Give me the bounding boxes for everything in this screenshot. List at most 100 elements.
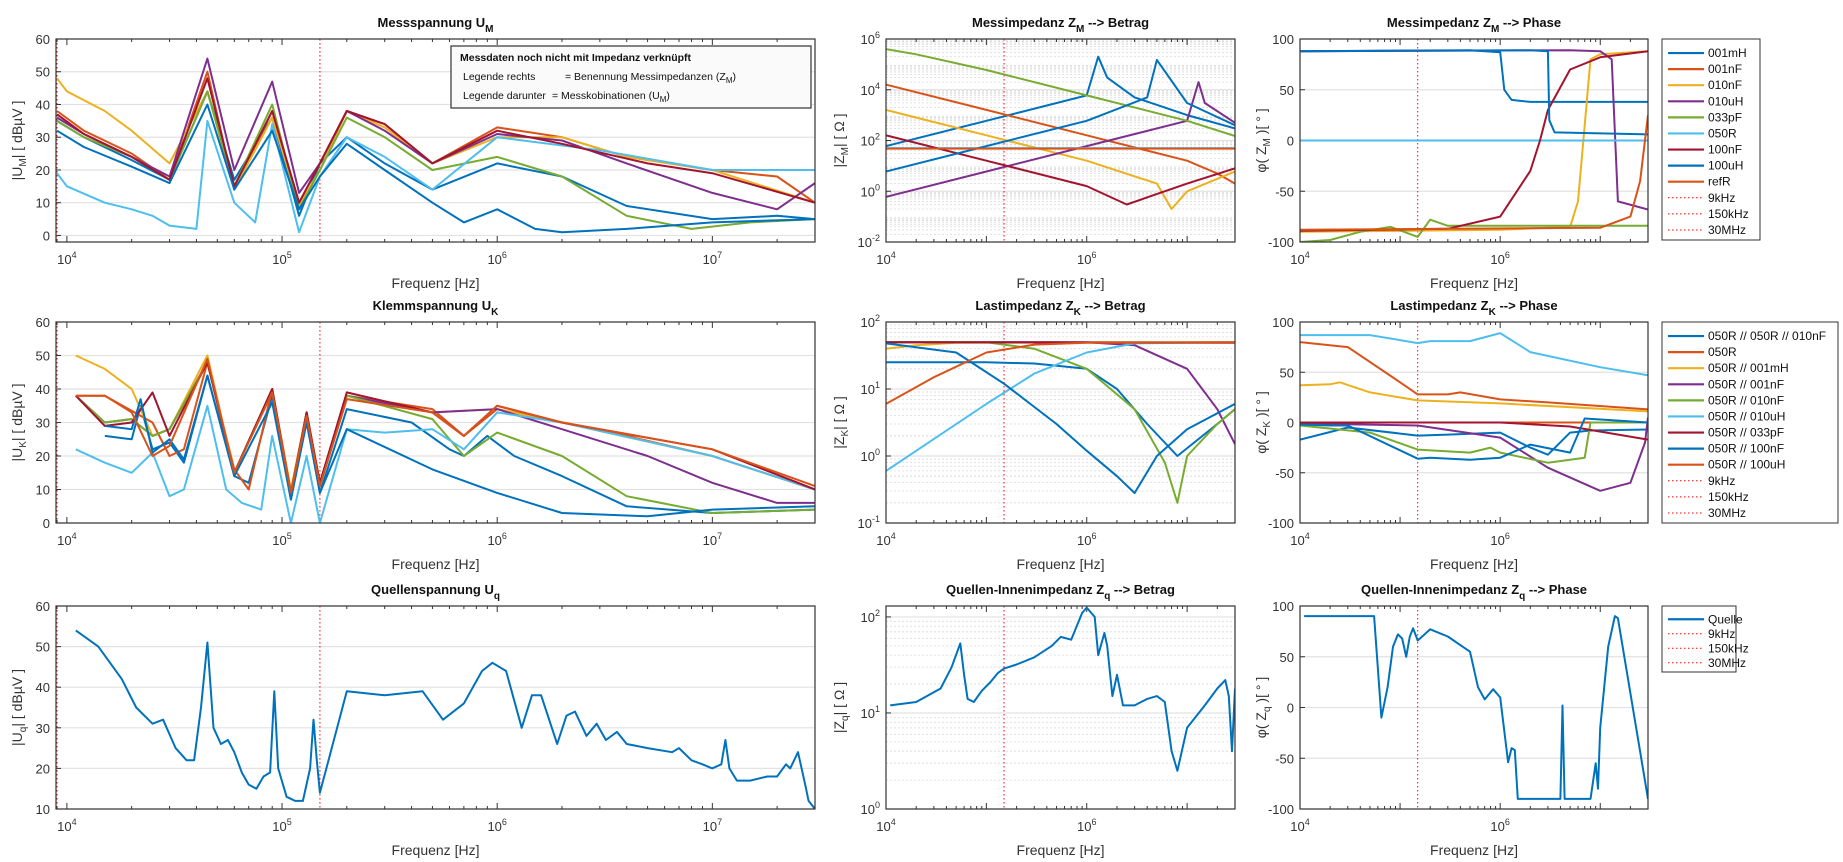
legend-entry: 100uH <box>1708 159 1743 173</box>
x-tick-label-base: 10 <box>876 819 890 834</box>
x-axis-label: Frequenz [Hz] <box>1017 842 1105 858</box>
x-tick-label: 105 <box>272 531 291 548</box>
x-tick-label-exp: 6 <box>1091 817 1096 827</box>
annotation-title: Messdaten noch nicht mit Impedanz verknü… <box>460 52 692 64</box>
y-tick-label-exp: 2 <box>875 132 880 142</box>
legend-entry: 30MHz <box>1708 223 1746 237</box>
x-tick-label-base: 10 <box>1077 819 1091 834</box>
y-tick-label: -50 <box>1275 184 1294 199</box>
y-tick-label: 104 <box>861 81 880 98</box>
x-tick-label-exp: 4 <box>891 250 896 260</box>
series-line-050R-100uH <box>1300 341 1648 411</box>
y-tick-label-base: 10 <box>861 315 875 330</box>
ylabel-base: |Z <box>831 721 847 734</box>
legend-2: 050R // 050R // 010nF 050R 050R // 001mH 05… <box>1661 321 1839 524</box>
ylabel-base: |Z <box>831 155 847 168</box>
axes-box <box>885 605 1236 810</box>
ylabel-sub: M <box>840 147 851 155</box>
x-tick-label-base: 10 <box>487 533 501 548</box>
title-suffix: --> Phase <box>1525 582 1587 597</box>
y-tick-label: 20 <box>36 163 50 178</box>
x-tick-label-exp: 5 <box>287 817 292 827</box>
y-tick-label-exp: 1 <box>875 704 880 714</box>
series-line-050R-050R-010nF <box>1300 426 1648 456</box>
x-tick-label: 104 <box>1290 817 1309 834</box>
ylabel-sub: M <box>1262 138 1273 146</box>
title-subscript: M <box>485 24 493 35</box>
x-tick-label: 105 <box>272 250 291 267</box>
x-tick-label: 104 <box>876 817 895 834</box>
x-tick-label: 106 <box>1490 817 1509 834</box>
y-axis-label: |Uq| [ dBµV ] <box>9 669 29 746</box>
series-group <box>886 341 1235 504</box>
x-axis-label: Frequenz [Hz] <box>1430 275 1518 291</box>
x-tick-label: 107 <box>703 817 722 834</box>
plot-area <box>886 322 1235 523</box>
legend-entry: 050R <box>1708 126 1737 140</box>
x-tick-label: 107 <box>703 531 722 548</box>
x-tick-label-base: 10 <box>703 252 717 267</box>
x-axis-label: Frequenz [Hz] <box>1017 275 1105 291</box>
axes-box <box>55 38 816 243</box>
series-line-050R-010uH <box>1300 332 1648 377</box>
x-tick-label: 104 <box>1290 250 1309 267</box>
y-tick-label: 30 <box>36 721 50 736</box>
x-tick-label-exp: 4 <box>891 817 896 827</box>
legend-entry: 30MHz <box>1708 506 1746 520</box>
legend-entry: 010uH <box>1708 94 1743 108</box>
y-tick-label: 100 <box>861 182 880 199</box>
x-tick-label-base: 10 <box>1490 252 1504 267</box>
x-tick-label-base: 10 <box>57 252 71 267</box>
series-line-050R-100uH <box>886 341 1235 405</box>
series-line-Quelle <box>1304 615 1648 800</box>
legend-entry: Quelle <box>1708 612 1743 626</box>
y-tick-label: 100 <box>1272 32 1294 47</box>
ylabel-rest: | [ dBµV ] <box>9 383 25 441</box>
x-tick-label: 107 <box>703 250 722 267</box>
chart-title: Lastimpedanz ZK --> Phase <box>1390 298 1557 318</box>
y-tick-label-exp: 2 <box>875 608 880 618</box>
ylabel-rest: | [ dBµV ] <box>9 669 25 727</box>
y-axis-label: |ZM| [ Ω ] <box>831 113 851 167</box>
y-tick-label-exp: 0 <box>875 182 880 192</box>
x-tick-label: 106 <box>1490 250 1509 267</box>
plot-area <box>886 606 1235 809</box>
legend-entry: 150kHz <box>1708 641 1749 655</box>
series-group <box>75 629 815 809</box>
axes-box <box>1299 38 1649 243</box>
y-tick-label: 50 <box>36 349 50 364</box>
legend-entry: 30MHz <box>1708 656 1746 670</box>
x-tick-label-exp: 6 <box>502 250 507 260</box>
x-tick-label-exp: 4 <box>1305 250 1310 260</box>
legend-box <box>1661 605 1737 673</box>
annotation-line1-key: Legende rechts <box>463 71 535 83</box>
axes-box <box>55 321 816 524</box>
x-tick-label-exp: 5 <box>287 531 292 541</box>
series-line-Quelle <box>890 606 1235 772</box>
y-tick-label: 101 <box>861 704 880 721</box>
legend-entry: 050R <box>1708 345 1737 359</box>
y-tick-label: -50 <box>1275 466 1294 481</box>
x-tick-label-exp: 4 <box>72 250 77 260</box>
series-group <box>886 48 1235 210</box>
title-subscript: q <box>1104 591 1110 602</box>
axes-box <box>1299 321 1649 524</box>
legend-entry: 001nF <box>1708 62 1742 76</box>
ylabel-rest: | [ dBµV ] <box>9 101 25 159</box>
x-tick-label-base: 10 <box>876 533 890 548</box>
x-tick-label-exp: 6 <box>1091 531 1096 541</box>
annotation-line2-key: Legende darunter <box>463 90 546 102</box>
ylabel-sub: K <box>18 441 29 448</box>
y-tick-label: 10-2 <box>858 233 880 250</box>
chart-title: Klemmspannung UK <box>373 298 499 318</box>
legend-entry: 050R // 010nF <box>1708 393 1784 407</box>
x-tick-label-exp: 7 <box>717 531 722 541</box>
y-tick-label: 102 <box>861 132 880 149</box>
x-tick-label: 104 <box>1290 531 1309 548</box>
legend-entry: 033pF <box>1708 110 1742 124</box>
